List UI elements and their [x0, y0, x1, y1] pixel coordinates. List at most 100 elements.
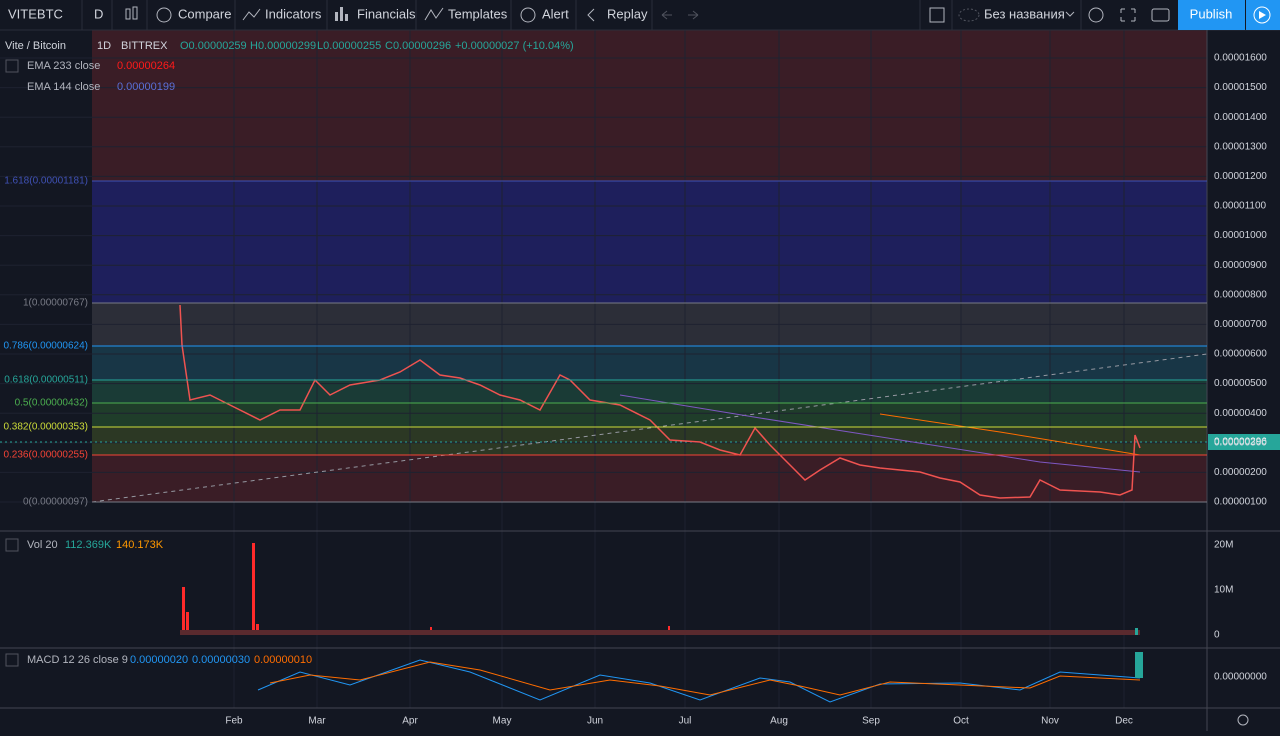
volume-axis-label: 10M: [1214, 585, 1233, 596]
price-axis-label: 0.00001200: [1214, 171, 1267, 182]
macd-value: 0.00000020: [130, 654, 188, 666]
cloud-icon[interactable]: [958, 8, 980, 22]
price-axis-label: 0.00001500: [1214, 82, 1267, 93]
price-axis-label: 0.00000200: [1214, 467, 1267, 478]
macd-histogram: [1135, 652, 1143, 678]
layout-icon[interactable]: [929, 7, 945, 23]
price-axis-label: 0.00001300: [1214, 141, 1267, 152]
undo[interactable]: [661, 10, 672, 20]
price-series: [179, 304, 1141, 499]
volume-bar: [256, 624, 259, 635]
price-axis-label: 0.00000300: [1214, 437, 1267, 448]
price-axis-label: 0.00000100: [1214, 497, 1267, 508]
volume-axis-label: 20M: [1214, 540, 1233, 551]
fib-zones: [92, 30, 1207, 502]
indicator-value: 0.00000264: [117, 60, 175, 72]
volume-base: [180, 630, 1140, 635]
snapshot-icon[interactable]: [1151, 8, 1170, 22]
zone: [92, 346, 1207, 380]
chevron[interactable]: [1065, 11, 1075, 17]
price-axis-label: 0.00001400: [1214, 112, 1267, 123]
financials-icon[interactable]: [335, 7, 348, 21]
fib-label: 1(0.00000767): [23, 298, 88, 309]
zone: [92, 427, 1207, 455]
macd-value: 0.00000010: [254, 654, 312, 666]
fullscreen-icon[interactable]: [1120, 8, 1136, 22]
signal-line: [269, 661, 1141, 696]
indicator-value: 0.00000199: [117, 81, 175, 93]
settings-icon[interactable]: [1088, 7, 1104, 23]
time-axis-label: Apr: [402, 716, 418, 727]
price-axis-label: 0.00000900: [1214, 260, 1267, 271]
templates-button[interactable]: Templates: [448, 6, 508, 21]
play-icon: [1259, 11, 1266, 19]
alert-icon[interactable]: [520, 7, 536, 23]
settings-icon[interactable]: [1237, 714, 1249, 726]
indicators-icon[interactable]: [242, 8, 261, 21]
stream-icon[interactable]: [1253, 6, 1271, 24]
macd-axis-label: 0.00000000: [1214, 672, 1267, 683]
legend-interval: 1D: [97, 40, 111, 52]
ohlc-high: H0.00000299: [250, 40, 316, 52]
time-axis-label: Jun: [587, 716, 603, 727]
price-axis-label: 0.00000500: [1214, 378, 1267, 389]
trend-line: [91, 353, 1208, 503]
indicator-name: EMA 144 close: [27, 81, 100, 93]
financials-button[interactable]: Financials: [357, 6, 416, 21]
time-axis-label: Nov: [1041, 716, 1059, 727]
collapse-toggle[interactable]: [5, 59, 19, 73]
volume-bar: [186, 612, 189, 635]
time-axis-label: Sep: [862, 716, 880, 727]
volume-value: 140.173K: [116, 539, 164, 551]
candle-icon[interactable]: [125, 6, 138, 20]
templates-icon[interactable]: [424, 7, 444, 21]
zone: [92, 455, 1207, 502]
price-axis-label: 0.00000400: [1214, 408, 1267, 419]
ohlc-open: O0.00000259: [180, 40, 247, 52]
price-axis-label: 0.00000600: [1214, 349, 1267, 360]
redo[interactable]: [688, 10, 699, 20]
compare-icon[interactable]: [156, 7, 172, 23]
macd-line: [257, 659, 1141, 703]
time-axis-label: Mar: [308, 716, 326, 727]
fib-label: 0.786(0.00000624): [3, 341, 88, 352]
volume-bars: [180, 543, 1140, 635]
price-axis-label: 0.00001100: [1214, 201, 1267, 212]
time-axis-label: May: [493, 716, 512, 727]
zone: [92, 403, 1207, 427]
time-axis-label: Feb: [225, 716, 243, 727]
collapse-toggle[interactable]: [5, 538, 19, 552]
zone: [92, 181, 1207, 303]
time-axis-label: Aug: [770, 716, 788, 727]
publish-label[interactable]: Publish: [1190, 6, 1233, 21]
indicators-button[interactable]: Indicators: [265, 6, 322, 21]
legend-exchange: BITTREX: [121, 40, 168, 52]
ohlc-close: C0.00000296: [385, 40, 451, 52]
replay-icon[interactable]: [587, 8, 595, 22]
zone: [92, 30, 1207, 181]
interval[interactable]: D: [94, 6, 103, 21]
replay-button[interactable]: Replay: [607, 6, 648, 21]
grid: [0, 30, 1207, 708]
toolbar-separators: [81, 0, 1082, 30]
symbol[interactable]: VITEBTC: [8, 6, 63, 21]
fib-label: 0.5(0.00000432): [15, 398, 88, 409]
alert-button[interactable]: Alert: [542, 6, 569, 21]
compare-button[interactable]: Compare: [178, 6, 231, 21]
fib-label: 1.618(0.00001181): [4, 176, 88, 187]
legend-title: Vite / Bitcoin: [5, 40, 66, 52]
publish-button[interactable]: [1178, 0, 1245, 30]
volume-bar: [1135, 628, 1138, 635]
macd-name: MACD 12 26 close 9: [27, 654, 128, 666]
volume-axis-label: 0: [1214, 630, 1220, 641]
volume-bar: [182, 587, 185, 635]
fib-label: 0(0.00000097): [23, 497, 88, 508]
price-axis-label: 0.00000800: [1214, 289, 1267, 300]
collapse-toggle[interactable]: [5, 653, 19, 667]
layout-name[interactable]: Без названия: [984, 6, 1065, 21]
fib-label: 0.618(0.00000511): [4, 375, 88, 386]
time-axis-label: Dec: [1115, 716, 1133, 727]
volume-value: 112.369K: [65, 539, 112, 551]
time-axis-label: Oct: [953, 716, 969, 727]
